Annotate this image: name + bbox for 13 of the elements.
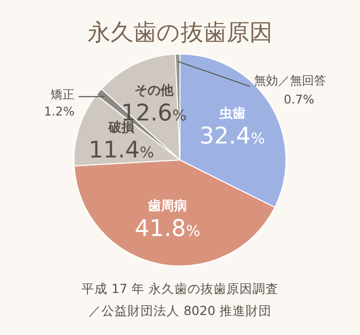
- slice-label: 虫歯: [218, 106, 246, 122]
- slice-label: その他: [134, 83, 174, 98]
- slice-label: 矯正: [50, 88, 74, 102]
- slice-label: 無効／無回答: [254, 73, 326, 88]
- data-label: 32.4%: [200, 124, 266, 150]
- data-label: 11.4%: [88, 138, 154, 164]
- data-label: 41.8%: [134, 216, 200, 242]
- chart-title: 永久歯の抜歯原因: [88, 20, 272, 46]
- text: 平成 17 年 永久歯の抜歯原因調査: [82, 281, 278, 296]
- text: ／公益財団法人 8020 推進財団: [88, 303, 272, 318]
- data-label: 1.2%: [44, 104, 74, 119]
- data-label: 0.7%: [284, 92, 314, 106]
- slice-label: 歯周病: [147, 198, 188, 214]
